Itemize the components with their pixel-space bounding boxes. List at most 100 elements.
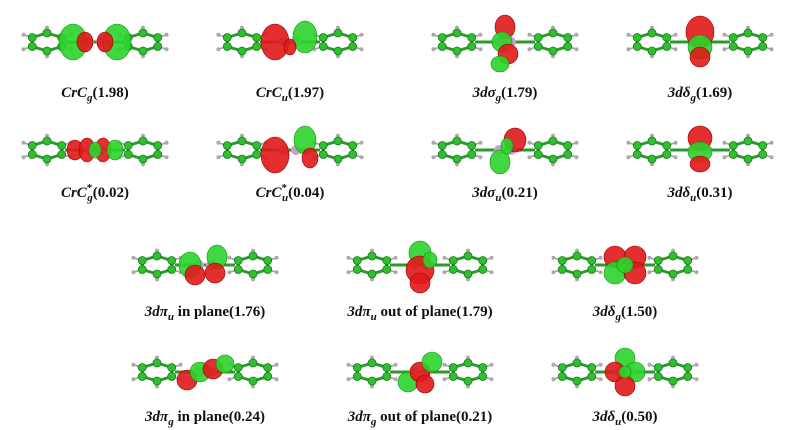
carbon: [153, 377, 161, 385]
hydrogen: [394, 377, 398, 381]
carbon: [139, 47, 147, 55]
hydrogen: [431, 155, 435, 159]
hydrogen: [479, 141, 483, 145]
carbon: [468, 142, 476, 150]
orbital-image: [21, 24, 168, 60]
carbon: [28, 142, 36, 150]
carbon: [43, 155, 51, 163]
carbon: [573, 270, 581, 278]
carbon: [334, 47, 342, 55]
carbon: [349, 151, 357, 159]
hydrogen: [165, 155, 169, 159]
carbon: [744, 47, 752, 55]
label-main: CrC: [61, 85, 88, 101]
carbon: [648, 155, 656, 163]
carbon: [383, 364, 391, 372]
carbon: [549, 29, 557, 37]
carbon: [368, 270, 376, 278]
hydrogen: [490, 270, 494, 274]
carbon: [684, 257, 692, 265]
carbon: [449, 373, 457, 381]
carbon: [139, 155, 147, 163]
hydrogen: [626, 141, 630, 145]
hydrogen: [479, 47, 483, 51]
orbital-label: 3dδu(0.31): [666, 185, 732, 204]
orbital-label: 3dσg(1.79): [472, 85, 538, 104]
carbon: [138, 266, 146, 274]
hydrogen: [431, 33, 435, 37]
hydrogen: [527, 141, 531, 145]
hydrogen: [490, 363, 494, 367]
hydrogen: [21, 141, 25, 145]
hydrogen: [770, 155, 774, 159]
carbon: [744, 155, 752, 163]
carbon: [663, 34, 671, 42]
hydrogen: [442, 363, 446, 367]
carbon: [453, 137, 461, 145]
carbon: [58, 151, 66, 159]
hydrogen: [275, 363, 279, 367]
carbon: [28, 34, 36, 42]
carbon: [264, 373, 272, 381]
carbon: [154, 34, 162, 42]
orbital-image: [626, 16, 773, 67]
carbon: [558, 266, 566, 274]
hydrogen: [527, 155, 531, 159]
orbital-image: [216, 21, 363, 60]
label-rest: (0.21): [501, 185, 537, 201]
carbon: [449, 266, 457, 274]
hydrogen: [216, 155, 220, 159]
hydrogen: [599, 363, 603, 367]
hydrogen: [770, 33, 774, 37]
hydrogen: [599, 256, 603, 260]
carbon: [349, 43, 357, 51]
carbon: [558, 373, 566, 381]
carbon: [138, 364, 146, 372]
hydrogen: [490, 256, 494, 260]
orbital-label: 3dπg out of plane(0.21): [347, 409, 493, 428]
hydrogen: [21, 155, 25, 159]
carbon: [464, 270, 472, 278]
label-main: 3dσ: [472, 85, 497, 101]
orbital-image: [346, 352, 493, 393]
carbon: [744, 137, 752, 145]
hydrogen: [360, 47, 364, 51]
carbon: [138, 257, 146, 265]
hydrogen: [722, 141, 726, 145]
orbital-image: [131, 245, 278, 285]
hydrogen: [575, 47, 579, 51]
carbon: [438, 43, 446, 51]
carbon: [479, 373, 487, 381]
carbon: [249, 252, 257, 260]
hydrogen: [527, 47, 531, 51]
label-rest: (1.98): [93, 85, 129, 101]
carbon: [334, 155, 342, 163]
carbon: [223, 142, 231, 150]
carbon: [648, 47, 656, 55]
hydrogen: [346, 363, 350, 367]
orbital-lobe: [690, 156, 710, 172]
orbital-lobe: [501, 138, 513, 154]
carbon: [153, 359, 161, 367]
hydrogen: [551, 256, 555, 260]
hydrogen: [722, 47, 726, 51]
orbital-label: 3dπu in plane(1.76): [144, 304, 266, 323]
carbon: [253, 151, 261, 159]
orbital-lobe: [107, 140, 123, 160]
hydrogen: [131, 270, 135, 274]
carbon: [253, 43, 261, 51]
carbon: [223, 151, 231, 159]
carbon: [479, 364, 487, 372]
label-main: 3dπ: [144, 409, 169, 425]
figure: CrCg(1.98)CrCu(1.97)3dσg(1.79)3dδg(1.69)…: [0, 0, 803, 430]
carbon: [633, 43, 641, 51]
orbital-lobe: [690, 47, 710, 67]
hydrogen: [227, 270, 231, 274]
carbon: [453, 29, 461, 37]
hydrogen: [647, 270, 651, 274]
carbon: [368, 252, 376, 260]
carbon: [464, 252, 472, 260]
hydrogen: [674, 47, 678, 51]
orbital-image: [431, 15, 578, 72]
hydrogen: [674, 141, 678, 145]
